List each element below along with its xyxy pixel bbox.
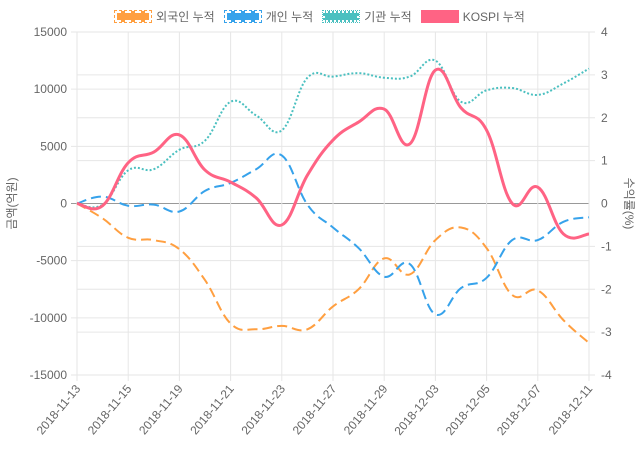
y-tick-label: 0 [60, 197, 67, 211]
x-tick-label: 2018-11-27 [290, 382, 340, 438]
x-tick-label: 2018-11-23 [238, 382, 288, 438]
legend-swatch [223, 10, 262, 23]
series-line-0 [76, 202, 590, 344]
legend: 외국인 누적 개인 누적 기관 누적 KOSPI 누적 [0, 8, 640, 25]
legend-item[interactable]: 외국인 누적 [114, 8, 215, 25]
y2-tick-label: 4 [601, 25, 608, 39]
y-tick-label: 10000 [34, 82, 68, 96]
legend-swatch [420, 10, 459, 23]
y2-tick-label: -4 [601, 368, 612, 382]
legend-item[interactable]: 기관 누적 [322, 8, 412, 25]
x-tick-label: 2018-12-05 [443, 382, 493, 438]
y-tick-label: -15000 [30, 368, 68, 382]
x-tick-label: 2018-11-13 [34, 382, 84, 438]
x-tick-label: 2018-12-03 [392, 382, 442, 438]
legend-swatch [114, 10, 153, 23]
y-axis-title: 금액(억원) [5, 177, 19, 229]
y-tick-label: 5000 [40, 139, 67, 153]
legend-label: 기관 누적 [364, 10, 412, 24]
x-tick-label: 2018-11-19 [136, 382, 186, 438]
y2-axis-title: 수익률(%) [622, 178, 636, 230]
y-tick-label: -10000 [30, 311, 68, 325]
x-tick-label: 2018-11-15 [85, 382, 135, 438]
y2-tick-label: 3 [601, 68, 608, 82]
x-tick-label: 2018-12-11 [546, 382, 596, 438]
y2-tick-label: 0 [601, 197, 608, 211]
y2-tick-label: -2 [601, 282, 612, 296]
y-tick-label: -5000 [36, 254, 67, 268]
legend-item[interactable]: 개인 누적 [223, 8, 314, 25]
legend-item[interactable]: KOSPI 누적 [420, 8, 525, 25]
x-tick-label: 2018-11-29 [341, 382, 391, 438]
y2-tick-label: -3 [601, 325, 612, 339]
legend-label: 개인 누적 [265, 10, 314, 24]
x-tick-label: 2018-11-21 [187, 382, 237, 438]
series-line-1 [76, 152, 590, 316]
y2-tick-label: 2 [601, 111, 608, 125]
legend-swatch [322, 10, 361, 23]
y2-tick-label: -1 [601, 239, 612, 253]
y2-tick-label: 1 [601, 154, 608, 168]
legend-label: KOSPI 누적 [462, 10, 525, 24]
series-line-3 [76, 67, 590, 240]
series-line-2 [76, 58, 590, 209]
x-tick-label: 2018-12-07 [494, 382, 544, 438]
y-tick-label: 15000 [34, 25, 68, 39]
legend-label: 외국인 누적 [156, 10, 215, 24]
